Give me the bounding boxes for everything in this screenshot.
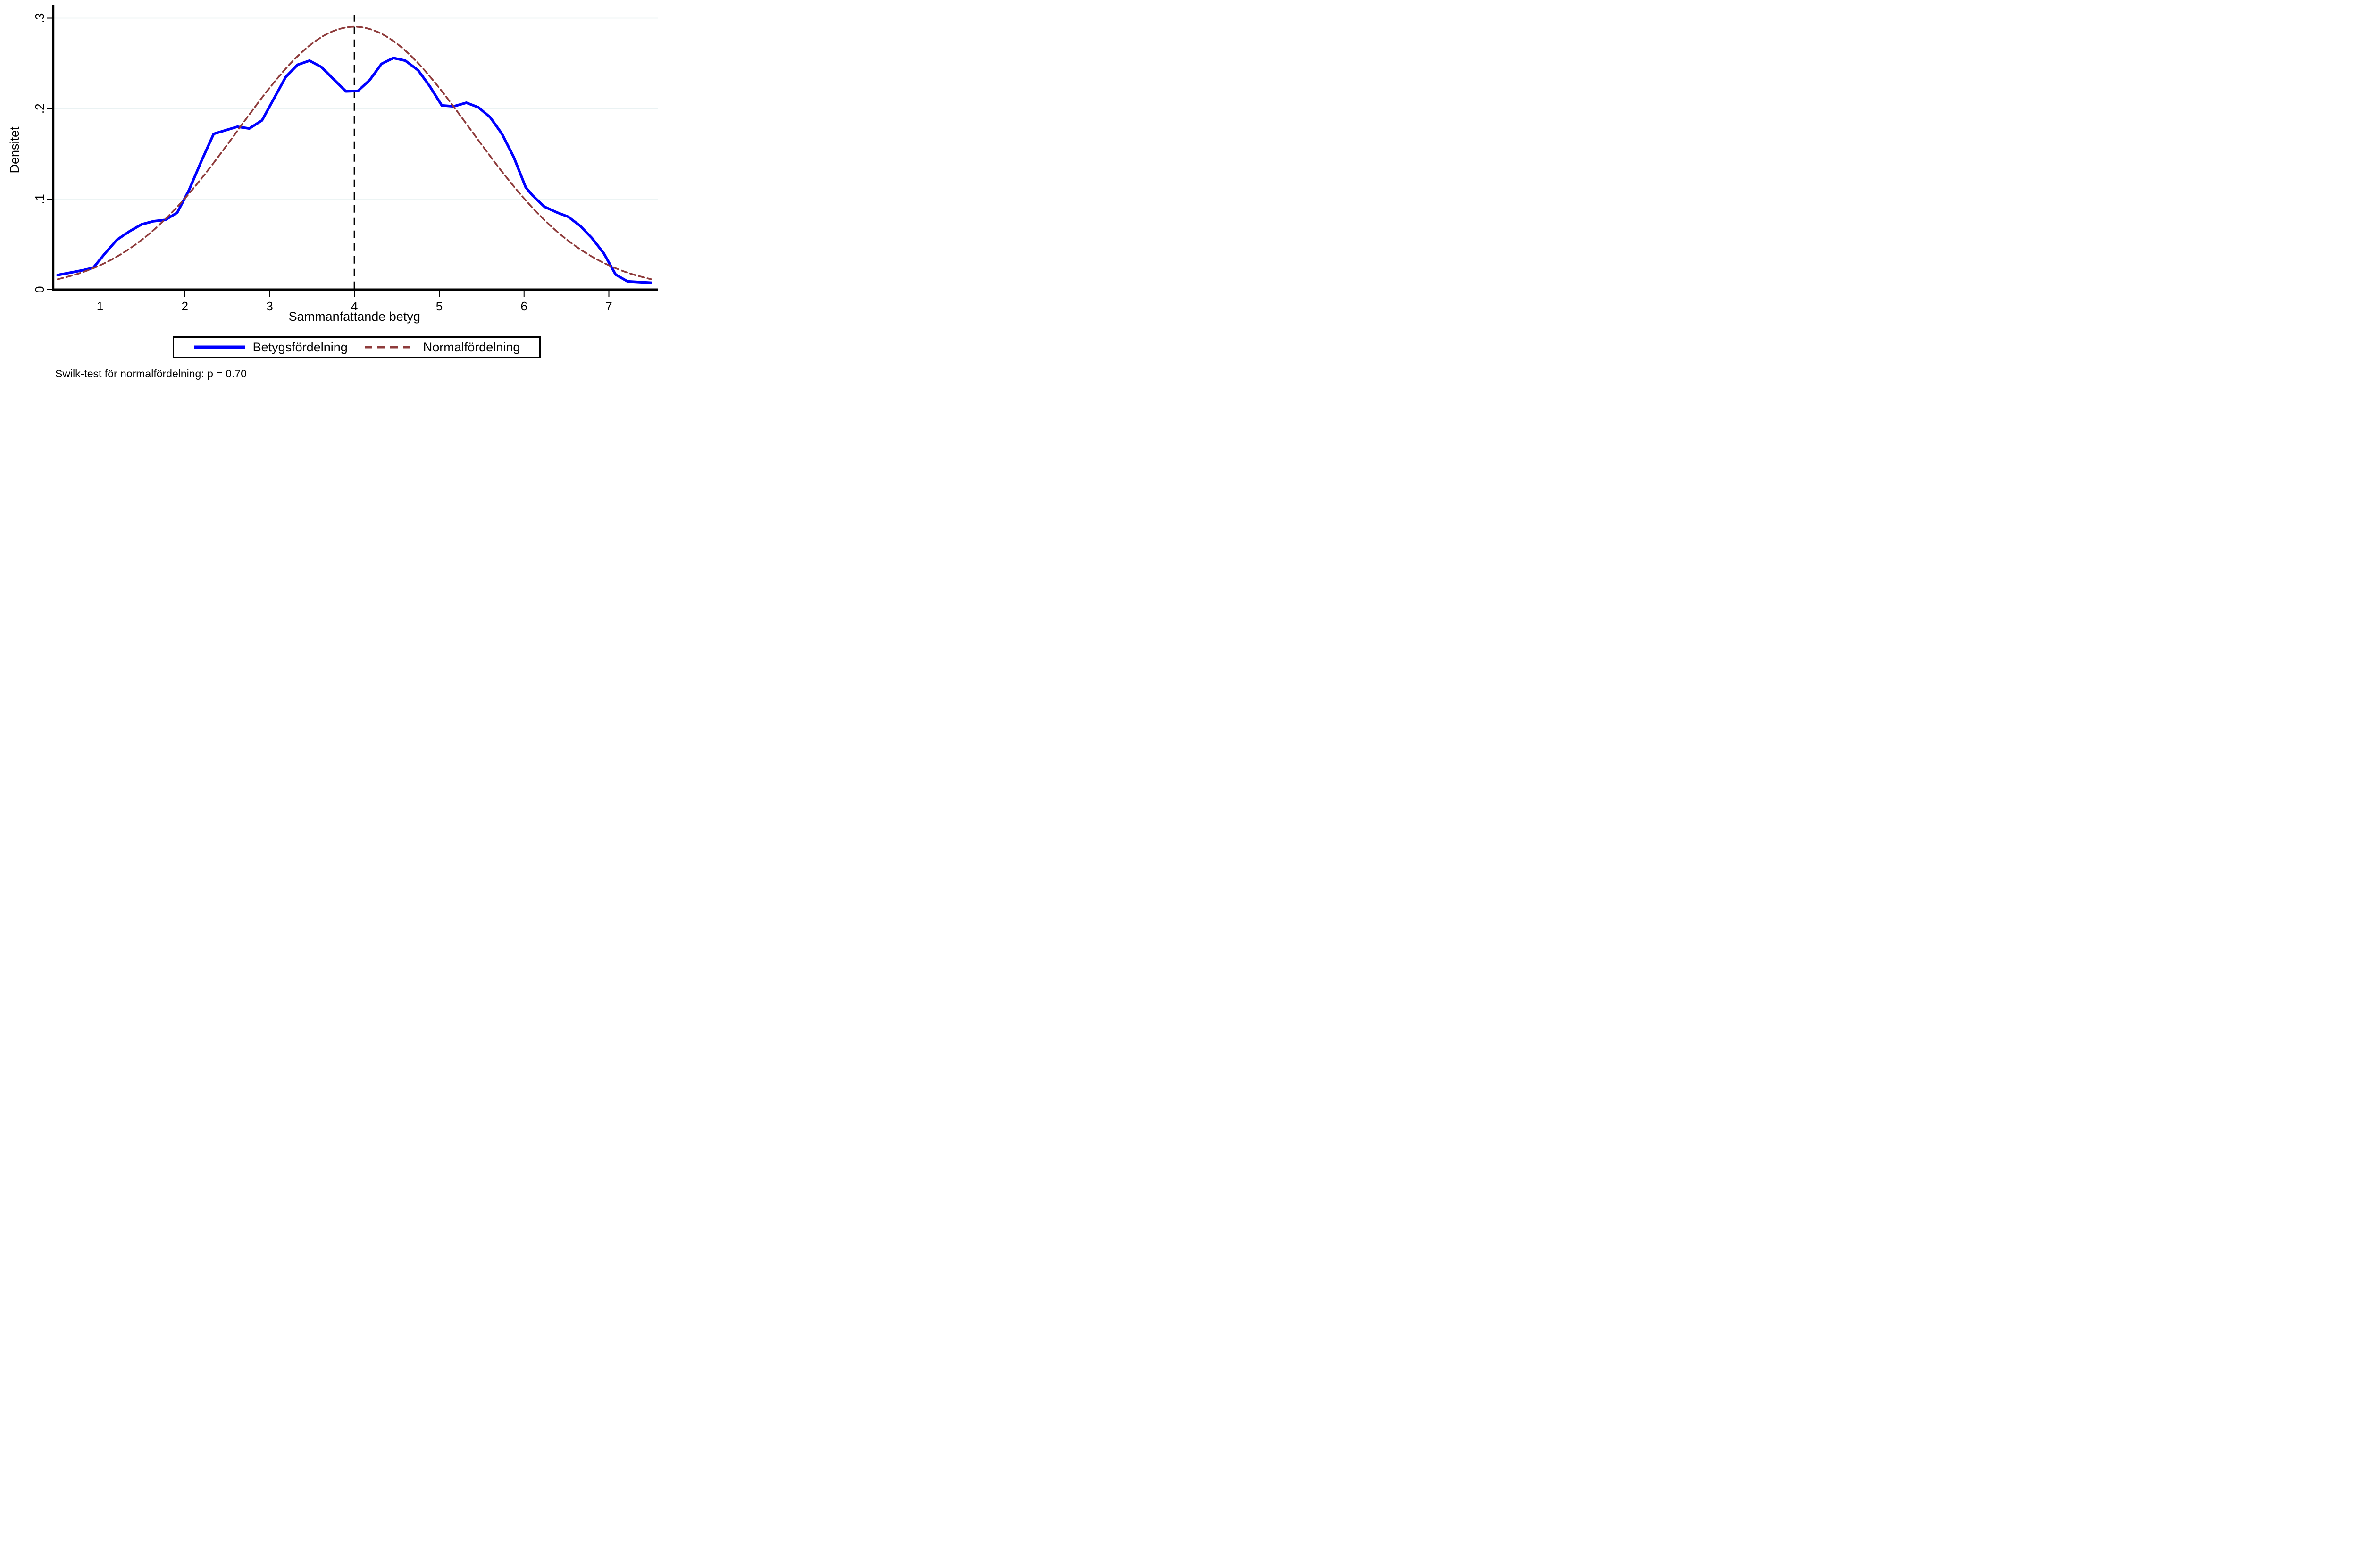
legend-item: Normalfördelning xyxy=(364,340,520,355)
series-betygsfordelning xyxy=(56,57,653,284)
legend: Betygsfördelning Normalfördelning xyxy=(173,336,541,358)
x-tick-label: 4 xyxy=(351,299,358,313)
figure-root: 0 .1 .2 .3 1 2 3 4 5 6 7 Densitet Sammanfattande bet… xyxy=(0,0,667,392)
x-tick-label: 3 xyxy=(266,299,273,313)
x-tick-label: 1 xyxy=(97,299,103,313)
y-tick-label: .3 xyxy=(33,13,47,24)
y-tick-label: 0 xyxy=(33,286,47,293)
x-tick-label: 6 xyxy=(521,299,527,313)
series-normalfordelning xyxy=(57,25,652,280)
x-tick-label: 7 xyxy=(605,299,612,313)
y-axis-title: Densitet xyxy=(8,126,22,174)
legend-item: Betygsfördelning xyxy=(193,340,348,355)
y-tick-label: .2 xyxy=(33,103,47,114)
gridlines xyxy=(53,17,658,200)
y-tick-label: .1 xyxy=(33,194,47,204)
x-tick-label: 2 xyxy=(182,299,188,313)
x-axis-title: Sammanfattande betyg xyxy=(289,309,420,324)
density-chart: 0 .1 .2 .3 1 2 3 4 5 6 7 Densitet Sammanfattande bet… xyxy=(8,5,658,324)
x-tick-label: 5 xyxy=(436,299,443,313)
legend-swatch-dashed-line xyxy=(364,346,416,349)
legend-swatch-solid-line xyxy=(194,345,245,349)
axes: 0 .1 .2 .3 1 2 3 4 5 6 7 xyxy=(33,5,658,313)
swilk-note: Swilk-test för normalfördelning: p = 0.7… xyxy=(55,367,247,380)
legend-label: Betygsfördelning xyxy=(252,340,348,354)
legend-label: Normalfördelning xyxy=(423,340,520,354)
